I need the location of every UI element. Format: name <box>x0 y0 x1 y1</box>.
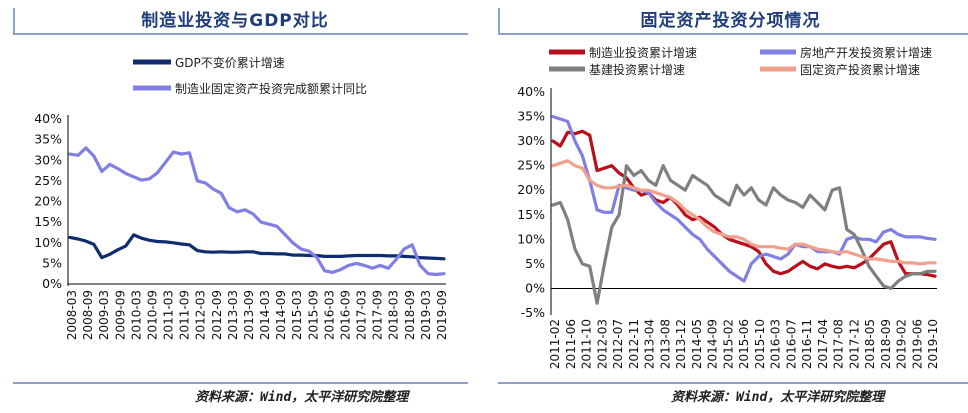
x-tick-label: 2017-08 <box>832 319 846 369</box>
y-tick-label: 10% <box>517 231 545 246</box>
title-underline <box>498 33 968 35</box>
x-tick-label: 2011-03 <box>162 290 176 340</box>
series-line <box>551 159 937 266</box>
x-tick-label: 2015-10 <box>753 319 767 369</box>
x-tick-label: 2012-03 <box>194 290 208 340</box>
y-tick-label: 5% <box>525 256 545 271</box>
x-tick-label: 2019-02 <box>895 319 909 369</box>
legend-label: 制造业固定资产投资完成额累计同比 <box>175 81 367 96</box>
x-tick-label: 2016-07 <box>784 319 798 369</box>
x-tick-label: 2018-05 <box>863 319 877 369</box>
x-tick-label: 2017-03 <box>355 290 369 340</box>
x-tick-label: 2008-09 <box>81 290 95 340</box>
y-tick-label: 35% <box>34 132 62 147</box>
series-line <box>68 233 446 261</box>
x-tick-label: 2016-09 <box>338 290 352 340</box>
left-chart-title: 制造业投资与GDP对比 <box>141 11 329 31</box>
y-tick-label: 40% <box>34 111 62 126</box>
x-tick-label: 2009-09 <box>113 290 127 340</box>
x-tick-label: 2017-12 <box>847 319 861 369</box>
x-tick-label: 2019-09 <box>435 290 449 340</box>
legend-label: 房地产开发投资累计增速 <box>800 45 932 60</box>
source-rule <box>498 382 968 384</box>
x-tick-label: 2012-09 <box>210 290 224 340</box>
y-tick-label: 40% <box>517 84 545 99</box>
x-tick-label: 2016-03 <box>322 290 336 340</box>
y-tick-label: 25% <box>517 158 545 173</box>
source-rule <box>13 382 468 384</box>
x-tick-label: 2013-04 <box>643 319 657 369</box>
y-tick-label: 30% <box>517 133 545 148</box>
x-tick-label: 2009-03 <box>97 290 111 340</box>
x-tick-label: 2013-09 <box>242 290 256 340</box>
x-tick-label: 2019-06 <box>910 319 924 369</box>
right-chart-panel: 固定资产投资分项情况 制造业投资累计增速 房地产开发投资累计增速基建投资累计增速 固… <box>493 0 968 413</box>
title-bar-marker <box>498 8 500 35</box>
legend-label: 固定资产投资累计增速 <box>800 62 920 77</box>
y-tick-label: 10% <box>34 235 62 250</box>
y-tick-label: 30% <box>34 152 62 167</box>
x-tick-label: 2008-03 <box>65 290 79 340</box>
x-tick-label: 2018-09 <box>403 290 417 340</box>
x-tick-label: 2015-09 <box>306 290 320 340</box>
y-tick-label: 5% <box>42 255 62 270</box>
x-tick-label: 2018-09 <box>879 319 893 369</box>
x-tick-label: 2015-02 <box>721 319 735 369</box>
x-tick-label: 2019-10 <box>926 319 940 369</box>
title-underline <box>13 33 468 35</box>
x-tick-label: 2014-05 <box>690 319 704 369</box>
x-tick-label: 2011-10 <box>580 319 594 369</box>
x-tick-label: 2012-03 <box>595 319 609 369</box>
right-source-note: 资料来源：Wind，太平洋研究院整理 <box>671 390 885 405</box>
x-tick-label: 2011-06 <box>564 319 578 369</box>
x-tick-label: 2010-09 <box>145 290 159 340</box>
x-tick-label: 2012-11 <box>627 319 641 369</box>
legend-label: GDP不变价累计增速 <box>175 55 285 70</box>
x-tick-label: 2011-09 <box>178 290 192 340</box>
y-tick-label: 0% <box>42 276 62 291</box>
x-tick-label: 2014-09 <box>706 319 720 369</box>
y-tick-label: 15% <box>34 214 62 229</box>
right-chart-title: 固定资产投资分项情况 <box>640 11 821 31</box>
x-tick-label: 2016-11 <box>800 319 814 369</box>
series-line <box>68 146 446 277</box>
series-line <box>551 129 937 278</box>
x-tick-label: 2015-06 <box>737 319 751 369</box>
y-tick-label: 25% <box>34 173 62 188</box>
left-chart-panel: 制造业投资与GDP对比 GDP不变价累计增速制造业固定资产投资完成额累计同比 0%… <box>0 0 470 413</box>
x-tick-label: 2018-03 <box>387 290 401 340</box>
x-tick-label: 2014-03 <box>258 290 272 340</box>
legend-label: 基建投资累计增速 <box>589 62 685 77</box>
series-line <box>551 164 937 305</box>
x-tick-label: 2013-03 <box>226 290 240 340</box>
y-tick-label: -5% <box>521 305 545 320</box>
x-tick-label: 2013-08 <box>658 319 672 369</box>
x-tick-label: 2014-09 <box>274 290 288 340</box>
x-tick-label: 2016-03 <box>769 319 783 369</box>
y-tick-label: 20% <box>34 194 62 209</box>
x-tick-label: 2015-03 <box>290 290 304 340</box>
y-tick-label: 0% <box>525 280 545 295</box>
legend-label: 制造业投资累计增速 <box>589 45 697 60</box>
title-bar-marker <box>13 8 15 35</box>
x-tick-label: 2017-09 <box>371 290 385 340</box>
x-tick-label: 2010-03 <box>129 290 143 340</box>
x-tick-label: 2019-03 <box>419 290 433 340</box>
y-tick-label: 15% <box>517 207 545 222</box>
y-tick-label: 20% <box>517 182 545 197</box>
x-tick-label: 2013-12 <box>674 319 688 369</box>
x-tick-label: 2011-02 <box>548 319 562 369</box>
x-tick-label: 2012-07 <box>611 319 625 369</box>
series-line <box>551 114 937 283</box>
x-tick-label: 2017-04 <box>816 319 830 369</box>
left-source-note: 资料来源：Wind，太平洋研究院整理 <box>195 390 409 405</box>
y-tick-label: 35% <box>517 109 545 124</box>
